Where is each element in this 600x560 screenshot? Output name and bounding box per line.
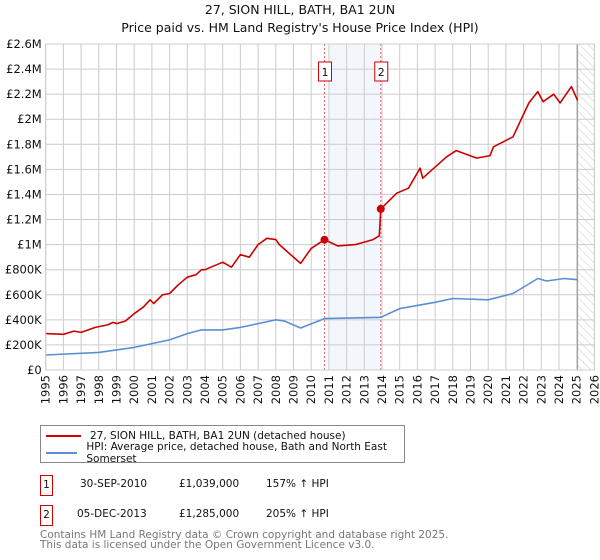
footer-line2: This data is licensed under the Open Gov… bbox=[40, 539, 375, 551]
sale-label-box bbox=[374, 61, 389, 82]
plot-border bbox=[45, 43, 595, 371]
y-tick-label: £2M bbox=[17, 112, 42, 126]
property-price-line bbox=[45, 85, 579, 336]
y-tick-label: £400K bbox=[5, 313, 42, 327]
x-tick-label: 2020 bbox=[481, 375, 495, 404]
x-tick-label: 1997 bbox=[74, 375, 88, 404]
footer-line1: Contains HM Land Registry data © Crown c… bbox=[40, 529, 449, 541]
x-tick-label: 2012 bbox=[340, 375, 354, 404]
x-tick-label: 2014 bbox=[375, 375, 389, 404]
legend: 27, SION HILL, BATH, BA1 2UN (detached h… bbox=[40, 425, 405, 465]
sale-point-marker bbox=[320, 235, 329, 244]
x-tick-label: 2008 bbox=[269, 375, 283, 404]
x-tick-label: 2007 bbox=[251, 375, 265, 404]
y-tick-label: £800K bbox=[5, 263, 42, 277]
forecast-hatch bbox=[577, 44, 595, 370]
x-tick-label: 2001 bbox=[145, 375, 159, 404]
x-tick-label: 2023 bbox=[534, 375, 548, 404]
y-tick-label: £1M bbox=[17, 238, 42, 252]
sale-label: 1 bbox=[321, 66, 328, 79]
hpi-line bbox=[45, 277, 578, 356]
x-tick-label: 2009 bbox=[287, 375, 301, 404]
x-tick-label: 2000 bbox=[127, 375, 141, 404]
chart-title: 27, SION HILL, BATH, BA1 2UN bbox=[204, 2, 396, 17]
legend-property: 27, SION HILL, BATH, BA1 2UN (detached h… bbox=[90, 430, 346, 442]
x-tick-label: 2022 bbox=[517, 375, 531, 404]
x-tick-label: 2024 bbox=[552, 375, 566, 404]
x-tick-label: 1996 bbox=[56, 375, 70, 404]
legend-hpi: HPI: Average price, detached house, Bath… bbox=[86, 441, 387, 465]
x-tick-label: 2002 bbox=[163, 375, 177, 404]
y-tick-label: £600K bbox=[5, 288, 42, 302]
shaded-period bbox=[328, 44, 381, 370]
x-tick-label: 2017 bbox=[428, 375, 442, 404]
x-tick-label: 2003 bbox=[180, 375, 194, 404]
x-tick-label: 2026 bbox=[587, 375, 600, 404]
x-tick-label: 2021 bbox=[499, 375, 513, 404]
sale-hpi: 157% ↑ HPI bbox=[266, 478, 329, 490]
x-tick-label: 2004 bbox=[198, 375, 212, 404]
x-tick-label: 2005 bbox=[216, 375, 230, 404]
y-tick-label: £1.6M bbox=[6, 162, 42, 176]
chart-subtitle: Price paid vs. HM Land Registry's House … bbox=[121, 20, 479, 35]
x-tick-label: 2011 bbox=[322, 375, 336, 404]
sale-marker: 2 bbox=[40, 505, 53, 526]
x-tick-label: 1998 bbox=[92, 375, 106, 404]
x-tick-label: 2010 bbox=[304, 375, 318, 404]
y-tick-label: £200K bbox=[5, 338, 42, 352]
legend-blue-line bbox=[46, 452, 78, 454]
y-tick-label: £2.2M bbox=[6, 87, 42, 101]
x-tick-label: 1995 bbox=[39, 375, 53, 404]
sale-price: £1,039,000 bbox=[179, 478, 240, 490]
y-tick-label: £1.4M bbox=[6, 187, 42, 201]
y-tick-label: £1.8M bbox=[6, 137, 42, 151]
y-tick-label: £0 bbox=[27, 363, 42, 377]
x-tick-label: 2013 bbox=[357, 375, 371, 404]
sale-date: 30-SEP-2010 bbox=[80, 478, 148, 490]
x-tick-label: 2019 bbox=[464, 375, 478, 404]
x-tick-label: 2025 bbox=[570, 375, 584, 404]
y-tick-label: £2.4M bbox=[6, 62, 42, 76]
sale-point-marker bbox=[376, 204, 385, 213]
footer: Contains HM Land Registry data © Crown c… bbox=[40, 529, 449, 551]
y-tick-label: £2.6M bbox=[6, 37, 42, 51]
x-tick-label: 1999 bbox=[110, 375, 124, 404]
sale-label: 2 bbox=[378, 66, 385, 79]
sale-price: £1,285,000 bbox=[179, 508, 240, 520]
x-tick-label: 2016 bbox=[410, 375, 424, 404]
sale-hpi: 205% ↑ HPI bbox=[266, 508, 329, 520]
x-tick-label: 2018 bbox=[446, 375, 460, 404]
x-tick-label: 2015 bbox=[393, 375, 407, 404]
sale-date: 05-DEC-2013 bbox=[77, 508, 147, 520]
y-tick-label: £1.2M bbox=[6, 213, 42, 227]
x-tick-label: 2006 bbox=[233, 375, 247, 404]
price-chart: 1995 1996 1997 1998 1999 2000 2001 2002 2003 2004… bbox=[5, 37, 600, 404]
sale-label-box bbox=[317, 61, 332, 82]
sale-marker: 1 bbox=[40, 475, 53, 496]
legend-red-line bbox=[46, 435, 81, 437]
